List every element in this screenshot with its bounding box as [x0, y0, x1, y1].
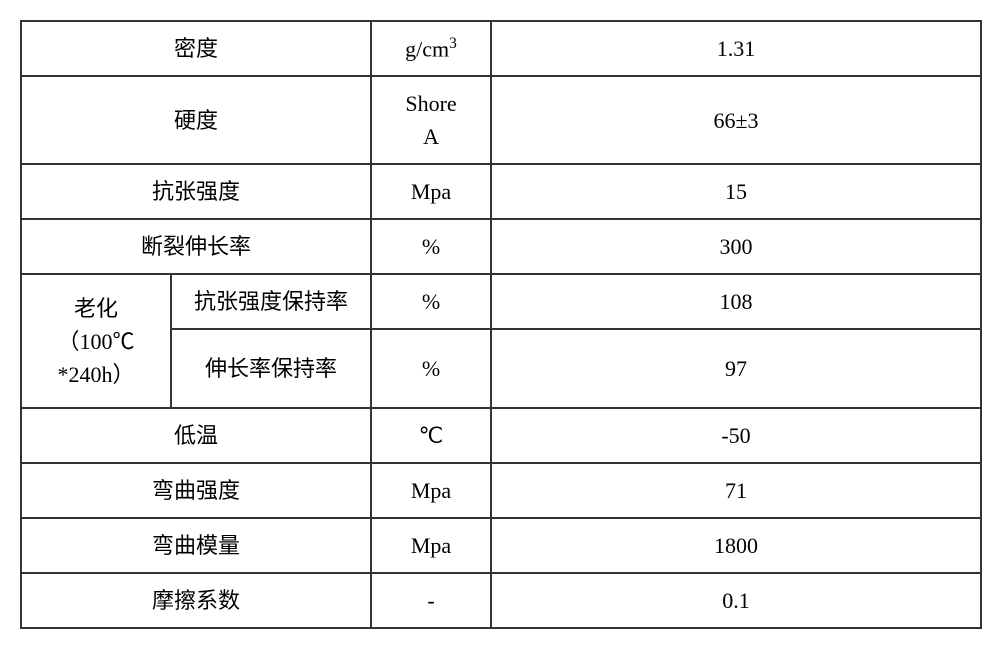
property-value: 300: [491, 219, 981, 274]
property-unit: Mpa: [371, 518, 491, 573]
property-unit: -: [371, 573, 491, 628]
property-name: 低温: [21, 408, 371, 463]
property-value: 0.1: [491, 573, 981, 628]
property-unit: Mpa: [371, 164, 491, 219]
property-value: 1.31: [491, 21, 981, 76]
property-unit: g/cm3: [371, 21, 491, 76]
property-value: 66±3: [491, 76, 981, 164]
property-value: 1800: [491, 518, 981, 573]
property-value: 15: [491, 164, 981, 219]
table-row: 抗张强度 Mpa 15: [21, 164, 981, 219]
table-row: 断裂伸长率 % 300: [21, 219, 981, 274]
property-unit: ℃: [371, 408, 491, 463]
property-name: 断裂伸长率: [21, 219, 371, 274]
property-name: 抗张强度: [21, 164, 371, 219]
table-row: 硬度 Shore A 66±3: [21, 76, 981, 164]
property-name: 弯曲模量: [21, 518, 371, 573]
properties-table: 密度 g/cm3 1.31 硬度 Shore A 66±3 抗张强度 Mpa 1…: [20, 20, 982, 629]
property-unit: Shore A: [371, 76, 491, 164]
property-unit: Mpa: [371, 463, 491, 518]
property-name: 摩擦系数: [21, 573, 371, 628]
property-value: 108: [491, 274, 981, 329]
property-unit: %: [371, 219, 491, 274]
property-name: 密度: [21, 21, 371, 76]
property-unit: %: [371, 274, 491, 329]
property-sub-name: 抗张强度保持率: [171, 274, 371, 329]
table-row: 密度 g/cm3 1.31: [21, 21, 981, 76]
property-unit: %: [371, 329, 491, 408]
table-row: 弯曲强度 Mpa 71: [21, 463, 981, 518]
table-row: 低温 ℃ -50: [21, 408, 981, 463]
property-value: 97: [491, 329, 981, 408]
property-name: 硬度: [21, 76, 371, 164]
property-value: 71: [491, 463, 981, 518]
table-row: 弯曲模量 Mpa 1800: [21, 518, 981, 573]
property-name: 弯曲强度: [21, 463, 371, 518]
table-row: 老化 （100℃ *240h） 抗张强度保持率 % 108: [21, 274, 981, 329]
property-sub-name: 伸长率保持率: [171, 329, 371, 408]
property-value: -50: [491, 408, 981, 463]
property-group: 老化 （100℃ *240h）: [21, 274, 171, 408]
table-row: 摩擦系数 - 0.1: [21, 573, 981, 628]
